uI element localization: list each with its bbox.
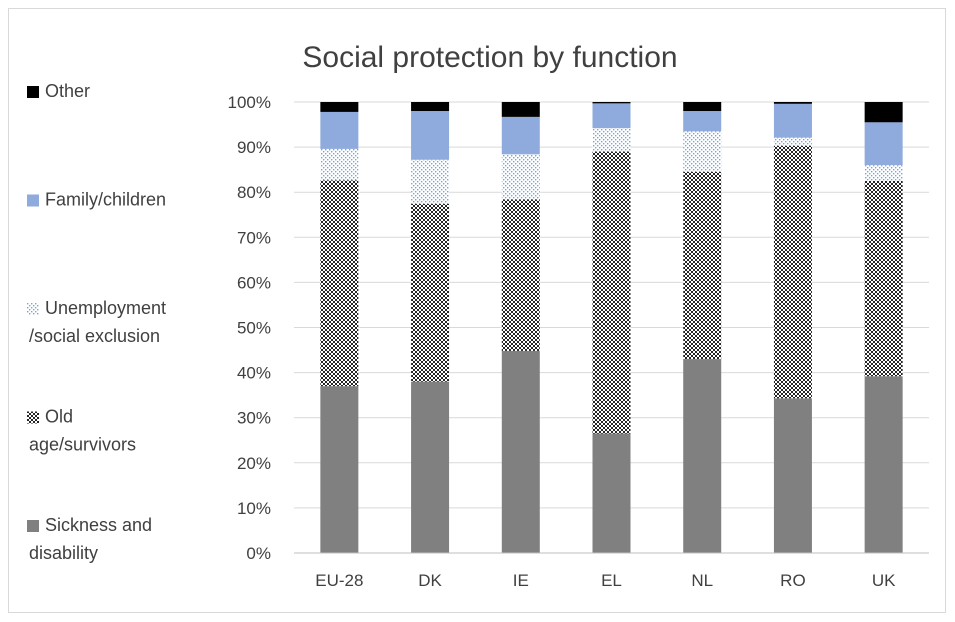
legend-item: Unemployment/social exclusion bbox=[27, 298, 166, 346]
x-tick-label: NL bbox=[691, 571, 713, 590]
bar-segment bbox=[501, 350, 540, 553]
y-tick-label: 0% bbox=[246, 544, 271, 563]
legend-item: Other bbox=[27, 81, 90, 101]
bar-segment bbox=[592, 103, 631, 129]
y-tick-label: 90% bbox=[237, 138, 271, 157]
legend-label: Sickness and disability bbox=[29, 515, 152, 563]
bar-segment bbox=[773, 145, 812, 399]
bar-segment bbox=[501, 102, 540, 117]
bar-segment bbox=[320, 102, 359, 112]
bar-segment bbox=[683, 111, 722, 132]
y-tick-label: 30% bbox=[237, 409, 271, 428]
bar-segment bbox=[592, 102, 631, 104]
bar-segment bbox=[864, 180, 903, 377]
bar-segment bbox=[683, 102, 722, 112]
bar-segment bbox=[592, 433, 631, 553]
bar-segment bbox=[773, 137, 812, 146]
y-axis: 0% 10% 20% 30% 40% 50% 60% 70% 80% 90% 100% bbox=[228, 93, 271, 563]
y-tick-label: 50% bbox=[237, 319, 271, 338]
y-tick-label: 60% bbox=[237, 273, 271, 292]
bar-segment bbox=[501, 116, 540, 155]
bar-segment bbox=[864, 165, 903, 181]
x-tick-label: DK bbox=[418, 571, 442, 590]
legend-label: Other bbox=[45, 81, 90, 101]
bar-segment bbox=[411, 203, 450, 382]
legend-label: Old age/survivors bbox=[29, 407, 136, 455]
bar-segment bbox=[592, 151, 631, 434]
bar-segment bbox=[501, 199, 540, 351]
x-tick-label: RO bbox=[780, 571, 806, 590]
bar-segment bbox=[683, 359, 722, 553]
bar-segment bbox=[320, 111, 359, 149]
bar-segment bbox=[773, 103, 812, 138]
legend-swatch bbox=[27, 86, 39, 98]
x-tick-label: UK bbox=[872, 571, 896, 590]
bar-segment bbox=[683, 171, 722, 360]
bar-segment bbox=[320, 148, 359, 181]
bar-segment bbox=[864, 102, 903, 123]
x-tick-label: IE bbox=[513, 571, 529, 590]
bar-segment bbox=[773, 398, 812, 553]
legend-label: Unemployment/social exclusion bbox=[29, 298, 166, 346]
legend-item: Sickness and disability bbox=[27, 515, 152, 563]
bar-segment bbox=[864, 122, 903, 166]
legend-swatch bbox=[27, 520, 39, 532]
y-tick-label: 100% bbox=[228, 93, 271, 112]
bar-segment bbox=[320, 180, 359, 387]
legend-swatch bbox=[27, 303, 39, 315]
chart-title: Social protection by function bbox=[302, 41, 677, 74]
x-axis: EU-28 DK IE EL NL RO UK bbox=[294, 552, 929, 590]
bar-segment bbox=[773, 102, 812, 104]
bar-segment bbox=[411, 159, 450, 204]
legend-swatch bbox=[27, 194, 39, 207]
bars bbox=[320, 102, 903, 553]
bar-segment bbox=[864, 376, 903, 553]
chart-frame: Social protection by function 0% 10% 20% 30… bbox=[8, 8, 946, 613]
y-tick-label: 40% bbox=[237, 364, 271, 383]
stacked-bar-chart: Social protection by function 0% 10% 20% 30… bbox=[27, 41, 929, 590]
y-tick-label: 10% bbox=[237, 499, 271, 518]
legend-swatch bbox=[27, 411, 39, 424]
y-tick-label: 70% bbox=[237, 228, 271, 247]
y-tick-label: 20% bbox=[237, 454, 271, 473]
legend-label: Family/children bbox=[45, 190, 166, 210]
bar-segment bbox=[320, 386, 359, 553]
bar-segment bbox=[411, 381, 450, 553]
y-tick-label: 80% bbox=[237, 183, 271, 202]
bar-segment bbox=[683, 131, 722, 172]
x-tick-label: EL bbox=[601, 571, 622, 590]
bar-segment bbox=[592, 128, 631, 152]
bar-segment bbox=[501, 154, 540, 200]
bar-segment bbox=[411, 111, 450, 160]
legend: Other Family/children Unemployment/social … bbox=[27, 81, 166, 563]
x-tick-label: EU-28 bbox=[315, 571, 363, 590]
legend-item: Old age/survivors bbox=[27, 407, 136, 455]
bar-segment bbox=[411, 102, 450, 112]
legend-item: Family/children bbox=[27, 190, 166, 210]
